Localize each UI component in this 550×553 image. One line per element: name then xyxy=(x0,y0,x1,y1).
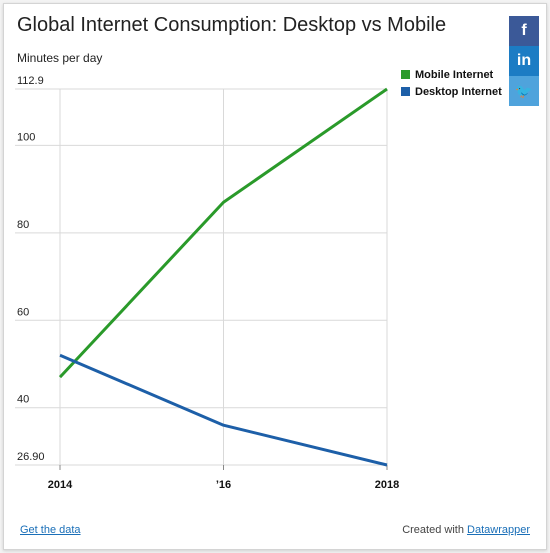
share-buttons: f in 🐦 xyxy=(509,16,539,106)
x-tick-label: 2014 xyxy=(48,479,73,491)
x-tick-label: ’16 xyxy=(216,479,231,491)
legend-label-mobile: Mobile Internet xyxy=(415,68,494,81)
y-tick-label: 112.9 xyxy=(17,75,44,87)
x-tick-label: 2018 xyxy=(375,479,399,491)
footer-credit: Created with Datawrapper xyxy=(402,524,530,536)
y-axis-label: Minutes per day xyxy=(17,51,103,65)
legend-label-desktop: Desktop Internet xyxy=(415,85,502,98)
linkedin-icon: in xyxy=(516,52,532,69)
datawrapper-link[interactable]: Datawrapper xyxy=(467,524,530,536)
legend-swatch-mobile xyxy=(401,70,410,79)
y-tick-label: 26.90 xyxy=(17,451,45,463)
y-tick-label: 100 xyxy=(17,131,35,143)
legend-item-desktop: Desktop Internet xyxy=(401,83,502,100)
twitter-share-button[interactable]: 🐦 xyxy=(509,76,539,106)
y-tick-label: 60 xyxy=(17,306,29,318)
chart-card: Global Internet Consumption: Desktop vs … xyxy=(3,3,547,550)
line-chart: 26.90 40 60 80 100 112.9 2014 ’16 2018 xyxy=(15,75,399,491)
facebook-icon: f xyxy=(521,22,527,39)
y-tick-label: 40 xyxy=(17,394,29,406)
series-line-desktop-internet xyxy=(59,353,388,467)
twitter-icon: 🐦 xyxy=(515,82,533,99)
facebook-share-button[interactable]: f xyxy=(509,16,539,46)
get-data-link[interactable]: Get the data xyxy=(20,524,81,536)
series-line-mobile-internet xyxy=(58,87,388,379)
legend-swatch-desktop xyxy=(401,87,410,96)
created-with-text: Created with xyxy=(402,524,464,536)
linkedin-share-button[interactable]: in xyxy=(509,46,539,76)
chart-legend: Mobile Internet Desktop Internet xyxy=(401,66,502,100)
y-tick-label: 80 xyxy=(17,219,29,231)
legend-item-mobile: Mobile Internet xyxy=(401,66,502,83)
chart-title: Global Internet Consumption: Desktop vs … xyxy=(17,14,447,36)
